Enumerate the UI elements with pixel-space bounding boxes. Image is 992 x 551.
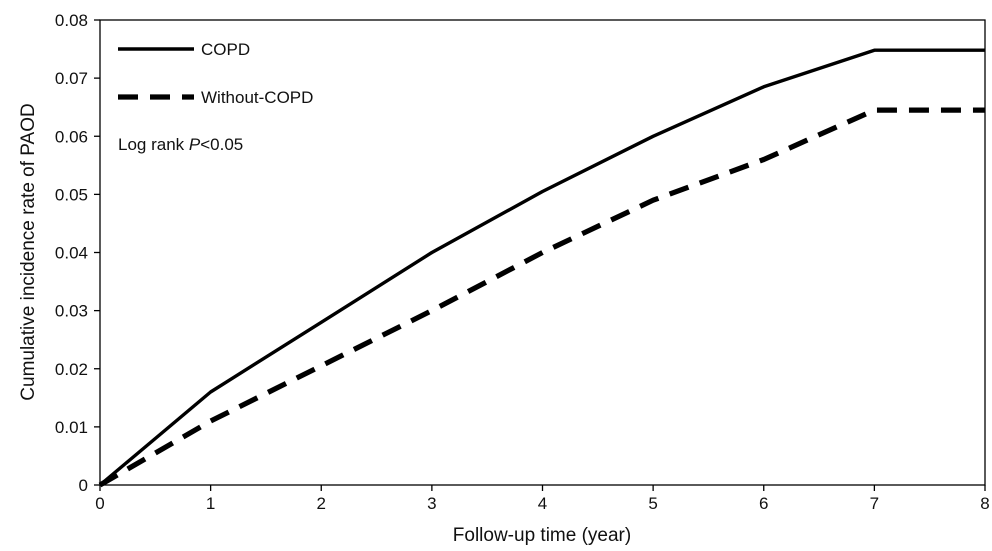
y-axis: 0 0.01 0.02 0.03 0.04 0.05 0.06 0.07 0.08 <box>55 11 100 495</box>
x-tick-label: 5 <box>648 494 657 513</box>
x-tick-label: 4 <box>538 494 547 513</box>
x-tick-label: 2 <box>317 494 326 513</box>
x-axis: 0 1 2 3 4 5 6 7 8 <box>95 485 990 513</box>
x-tick-label: 7 <box>870 494 879 513</box>
y-tick-label: 0.08 <box>55 11 88 30</box>
x-tick-label: 3 <box>427 494 436 513</box>
legend-label-copd: COPD <box>201 40 250 59</box>
y-tick-label: 0 <box>79 476 88 495</box>
legend: COPD Without-COPD <box>118 40 313 107</box>
log-rank-annotation: Log rank P<0.05 <box>118 135 243 154</box>
annotation-prefix: Log rank <box>118 135 189 154</box>
y-tick-label: 0.07 <box>55 69 88 88</box>
annotation-suffix: <0.05 <box>200 135 243 154</box>
y-tick-label: 0.02 <box>55 360 88 379</box>
series-line-copd <box>98 48 985 487</box>
y-tick-label: 0.05 <box>55 185 88 204</box>
x-tick-label: 1 <box>206 494 215 513</box>
legend-label-without-copd: Without-COPD <box>201 88 313 107</box>
y-tick-label: 0.06 <box>55 127 88 146</box>
series-line-without-copd <box>98 107 985 488</box>
y-tick-label: 0.03 <box>55 302 88 321</box>
x-tick-label: 6 <box>759 494 768 513</box>
x-axis-title: Follow-up time (year) <box>453 525 631 546</box>
y-tick-label: 0.04 <box>55 244 88 263</box>
annotation-p-italic: P <box>189 135 201 154</box>
y-tick-label: 0.01 <box>55 418 88 437</box>
x-tick-label: 8 <box>980 494 989 513</box>
y-axis-title: Cumulative incidence rate of PAOD <box>18 103 39 400</box>
series-layer <box>98 48 985 488</box>
x-tick-label: 0 <box>95 494 104 513</box>
